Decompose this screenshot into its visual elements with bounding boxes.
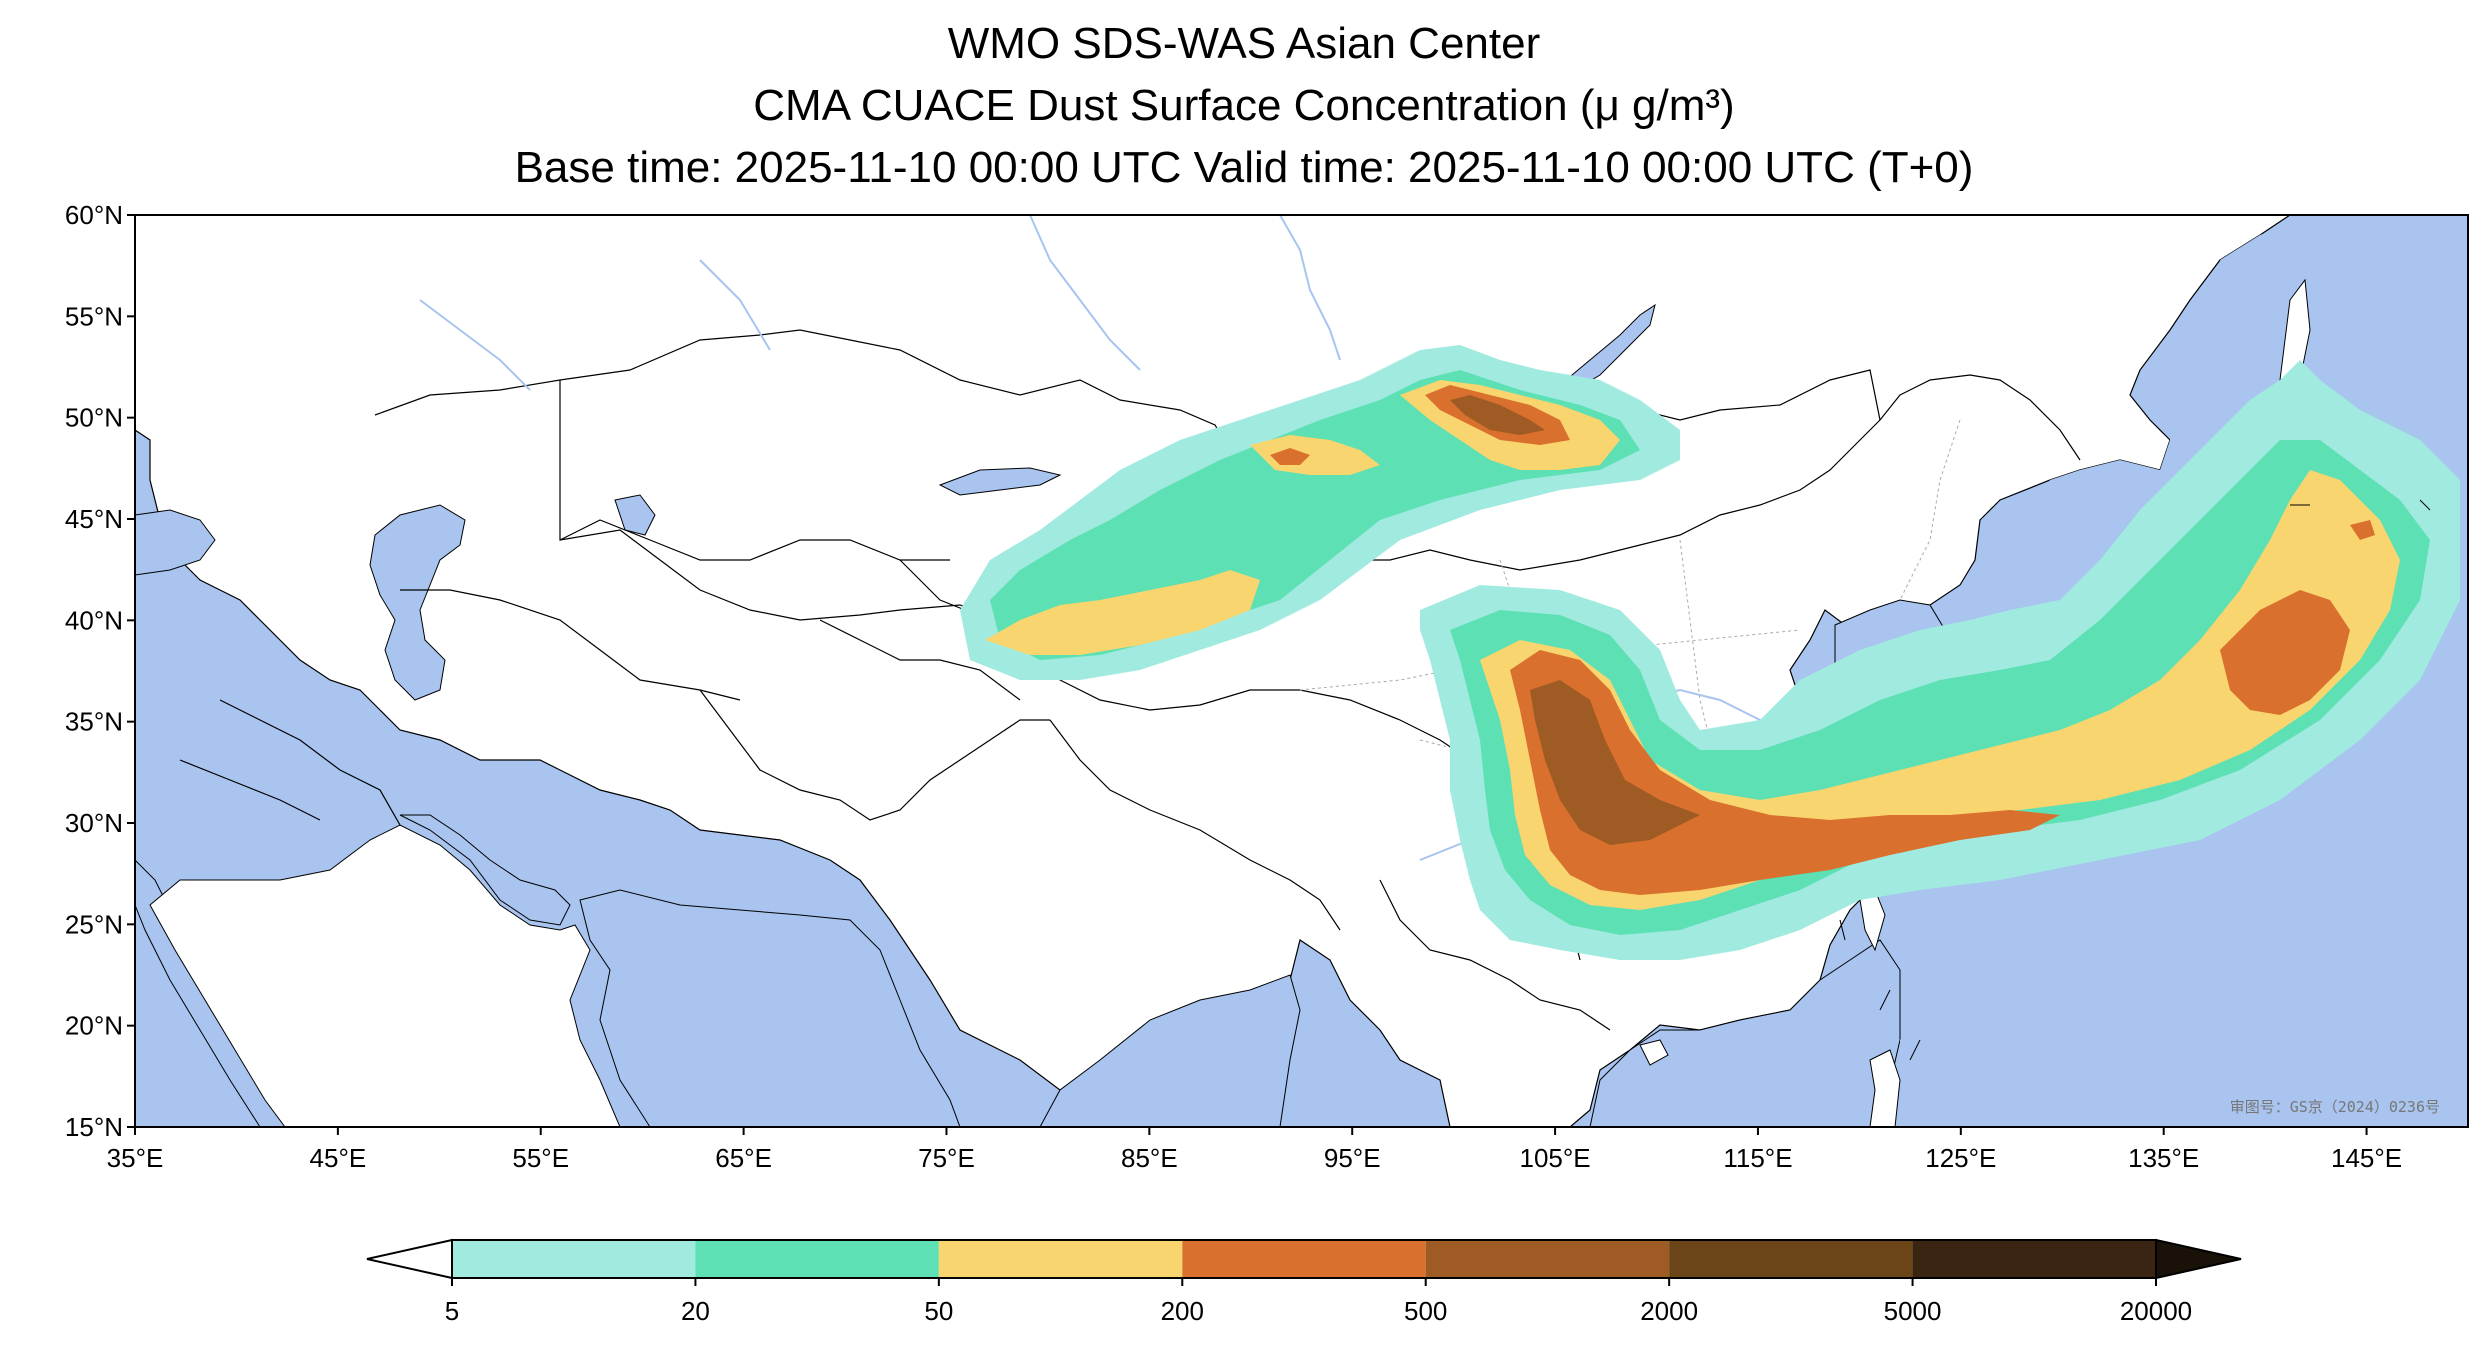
- longitude-axis: 35°E 45°E 55°E 65°E 75°E 85°E 95°E 105°E 115°E 12…: [107, 1127, 2402, 1173]
- colorbar-extend-max: [2155, 1238, 2242, 1280]
- lon-tick-label: 35°E: [107, 1143, 164, 1173]
- lat-tick-label: 15°N: [65, 1112, 123, 1142]
- colorbar-labels: 5 20 50 200 500 2000 5000 20000: [445, 1278, 2192, 1326]
- sea-black: [135, 509, 216, 576]
- colorbar-segment: [938, 1240, 1183, 1278]
- plot-frame: [134, 214, 2469, 1128]
- lat-tick-label: 35°N: [65, 707, 123, 737]
- sea-south-china-sea: [1589, 939, 1901, 1127]
- lat-tick-label: 25°N: [65, 909, 123, 939]
- colorbar-level-label: 5: [445, 1296, 459, 1326]
- lon-tick-label: 105°E: [1520, 1143, 1591, 1173]
- sea-caspian: [369, 504, 466, 701]
- lon-tick-label: 125°E: [1925, 1143, 1996, 1173]
- sea-bay-of-bengal: [1039, 974, 1301, 1127]
- lat-tick-label: 45°N: [65, 504, 123, 534]
- map-title: WMO SDS-WAS Asian Center: [947, 19, 1541, 68]
- map-time-line: Base time: 2025-11-10 00:00 UTC Valid ti…: [514, 143, 1974, 192]
- lat-tick-label: 50°N: [65, 403, 123, 433]
- colorbar-level-label: 2000: [1640, 1296, 1698, 1326]
- lon-tick-label: 85°E: [1121, 1143, 1178, 1173]
- lon-tick-label: 75°E: [918, 1143, 975, 1173]
- colorbar-segment: [1912, 1240, 2156, 1278]
- colorbar-segment: [695, 1240, 939, 1278]
- sea-persian-gulf: [399, 814, 571, 926]
- colorbar-level-label: 500: [1404, 1296, 1447, 1326]
- colorbar-segment: [1669, 1240, 1913, 1278]
- lon-tick-label: 135°E: [2128, 1143, 2199, 1173]
- lon-tick-label: 65°E: [715, 1143, 772, 1173]
- dust-contours: [960, 345, 2460, 960]
- colorbar-level-label: 20000: [2120, 1296, 2192, 1326]
- lon-tick-label: 55°E: [512, 1143, 569, 1173]
- lon-tick-label: 115°E: [1723, 1143, 1792, 1173]
- lon-tick-label: 95°E: [1324, 1143, 1381, 1173]
- dust-level-500: [1450, 395, 1700, 845]
- colorbar-frame: [451, 1239, 2157, 1279]
- latitude-axis: 60°N 55°N 50°N 45°N 40°N 35°N 30°N 25°N 20°N 15°N: [65, 200, 135, 1142]
- coast-details: [1839, 499, 2431, 1061]
- colorbar-level-label: 5000: [1884, 1296, 1942, 1326]
- map-area: 审图号：GS京（2024）0236号: [135, 215, 2468, 1127]
- lat-tick-label: 30°N: [65, 808, 123, 838]
- colorbar-level-label: 50: [924, 1296, 953, 1326]
- lat-tick-label: 40°N: [65, 605, 123, 635]
- colorbar: [366, 1238, 2242, 1280]
- colorbar-level-label: 200: [1161, 1296, 1204, 1326]
- lake-balkhash: [938, 467, 1062, 496]
- colorbar-segment: [452, 1240, 696, 1278]
- sea-okhotsk: [2220, 215, 2468, 300]
- colorbar-extend-min: [366, 1238, 453, 1280]
- land-hainan: [1639, 1039, 1669, 1066]
- colorbar-level-label: 20: [681, 1296, 710, 1326]
- land-arabia: [149, 824, 621, 1127]
- dust-level-50: [985, 380, 2400, 910]
- lon-tick-label: 45°E: [310, 1143, 367, 1173]
- lon-tick-label: 145°E: [2331, 1143, 2402, 1173]
- colorbar-segment: [1425, 1240, 1670, 1278]
- lat-tick-label: 55°N: [65, 301, 123, 331]
- colorbar-segment: [1182, 1240, 1426, 1278]
- map-approval-stamp: 审图号：GS京（2024）0236号: [2230, 1098, 2440, 1116]
- dust-level-200: [1270, 385, 2375, 895]
- map-subtitle: CMA CUACE Dust Surface Concentration (μ …: [753, 81, 1735, 130]
- lake-aral: [614, 494, 656, 536]
- lat-tick-label: 20°N: [65, 1011, 123, 1041]
- lat-tick-label: 60°N: [65, 200, 123, 230]
- land-philippines: [1869, 1049, 1901, 1127]
- sea-arabian: [579, 889, 961, 1127]
